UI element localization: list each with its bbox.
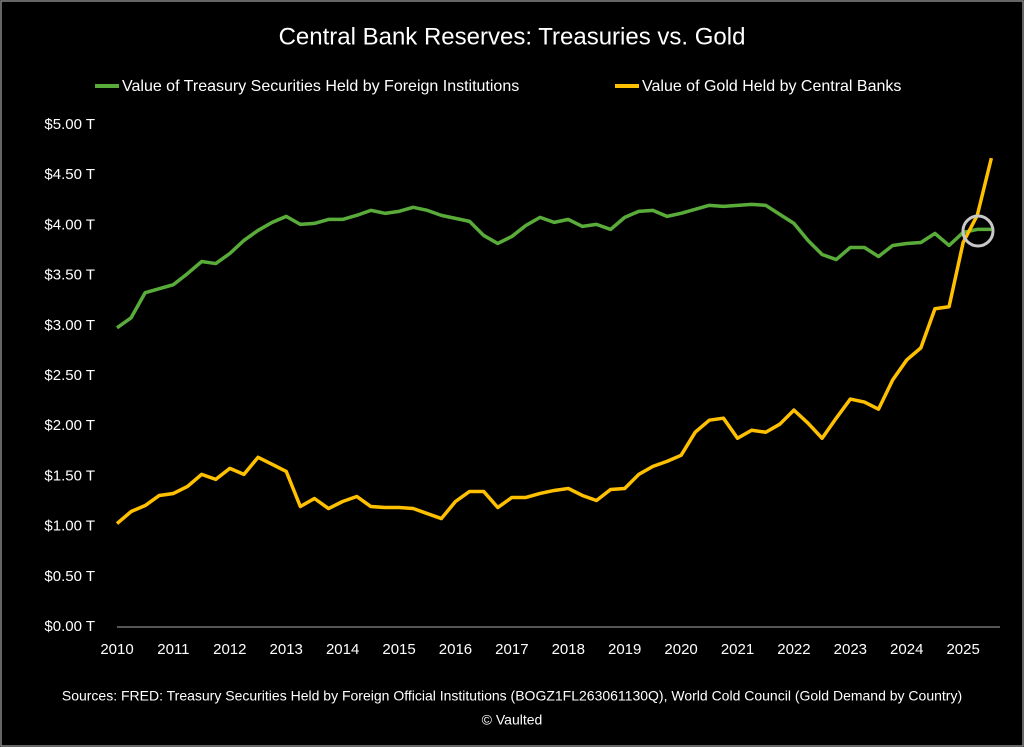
x-tick-label: 2014 (326, 641, 359, 658)
x-tick-label: 2023 (834, 641, 867, 658)
legend-label: Value of Treasury Securities Held by For… (122, 78, 519, 95)
y-tick-label: $2.00 T (44, 417, 95, 434)
y-tick-label: $3.50 T (44, 267, 95, 284)
chart-title: Central Bank Reserves: Treasuries vs. Go… (279, 23, 746, 50)
copyright: © Vaulted (482, 712, 543, 728)
y-tick-label: $2.50 T (44, 367, 95, 384)
x-tick-label: 2010 (100, 641, 133, 658)
x-tick-label: 2022 (777, 641, 810, 658)
y-tick-label: $5.00 T (44, 116, 95, 133)
x-tick-label: 2017 (495, 641, 528, 658)
highlight-circle (961, 214, 995, 248)
x-tick-label: 2018 (552, 641, 585, 658)
x-tick-label: 2012 (213, 641, 246, 658)
y-tick-label: $1.50 T (44, 467, 95, 484)
x-tick-label: 2021 (721, 641, 754, 658)
x-tick-label: 2025 (946, 641, 979, 658)
x-tick-label: 2020 (664, 641, 697, 658)
y-tick-label: $4.50 T (44, 166, 95, 183)
y-tick-label: $4.00 T (44, 216, 95, 233)
y-tick-label: $1.00 T (44, 518, 95, 535)
x-tick-label: 2015 (382, 641, 415, 658)
y-tick-label: $0.00 T (44, 618, 95, 635)
y-tick-label: $0.50 T (44, 568, 95, 585)
x-tick-label: 2016 (439, 641, 472, 658)
x-tick-label: 2013 (270, 641, 303, 658)
legend-label: Value of Gold Held by Central Banks (642, 78, 901, 95)
y-tick-label: $3.00 T (44, 317, 95, 334)
x-tick-label: 2011 (157, 641, 189, 658)
x-tick-label: 2024 (890, 641, 923, 658)
series-line (115, 202, 992, 330)
source-note: Sources: FRED: Treasury Securities Held … (62, 688, 962, 704)
x-tick-label: 2019 (608, 641, 641, 658)
series-line (115, 157, 994, 525)
